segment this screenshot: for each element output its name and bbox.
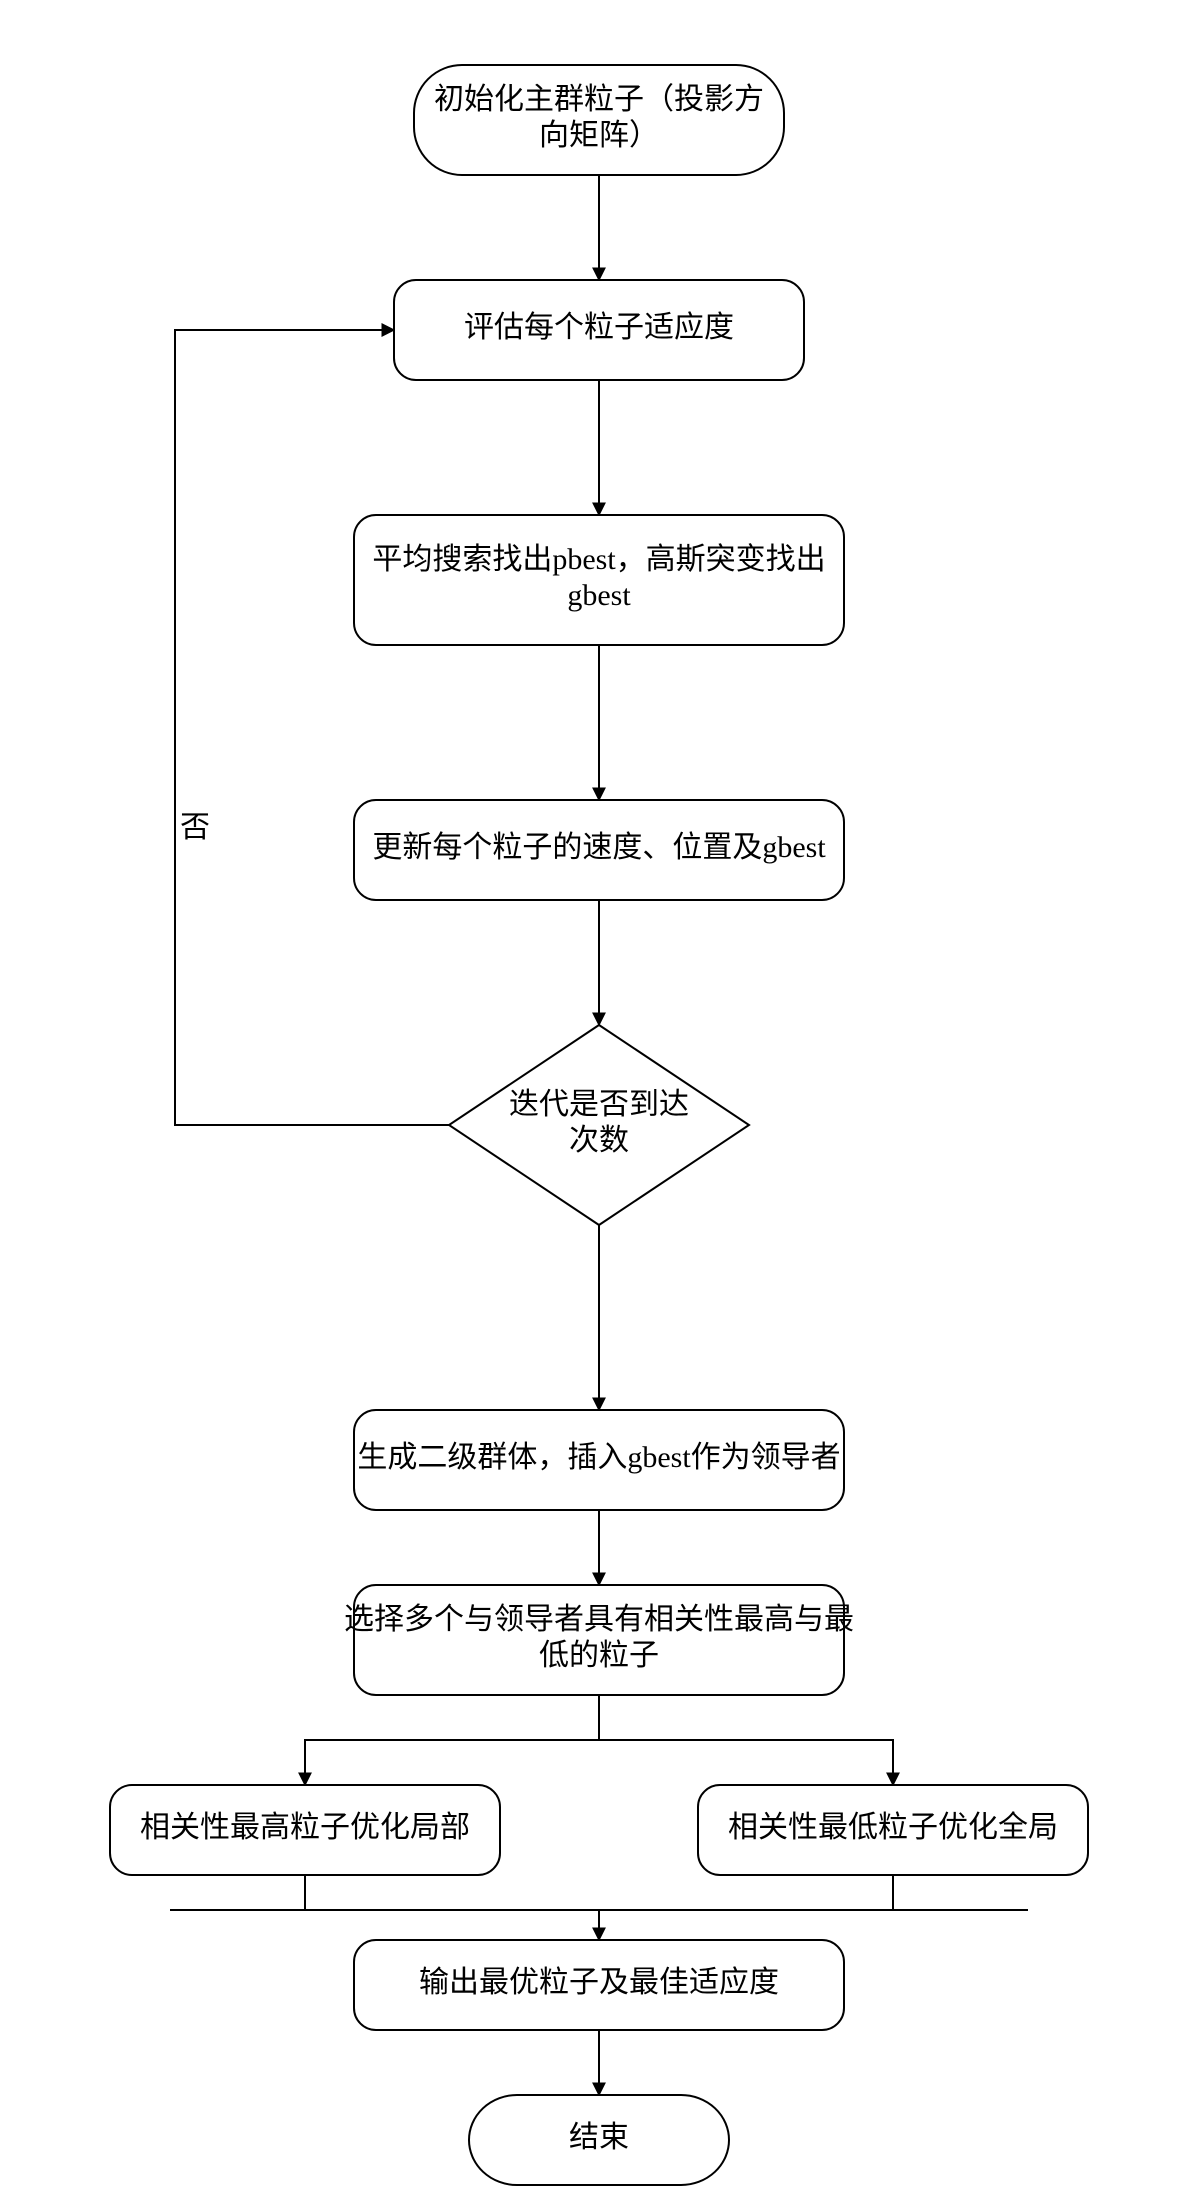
node-output-text-0: 输出最优粒子及最佳适应度 <box>419 1966 779 1999</box>
node-select-text-1: 低的粒子 <box>539 1639 659 1672</box>
node-right-text-0: 相关性最低粒子优化全局 <box>728 1811 1058 1844</box>
node-eval-text-0: 评估每个粒子适应度 <box>464 311 734 344</box>
node-select-text-0: 选择多个与领导者具有相关性最高与最 <box>344 1603 854 1636</box>
node-left-text-0: 相关性最高粒子优化局部 <box>140 1811 470 1844</box>
node-end: 结束 <box>469 2095 729 2185</box>
node-decision-text-1: 次数 <box>569 1124 629 1157</box>
edge-9-label: 否 <box>180 811 210 844</box>
node-end-text-0: 结束 <box>569 2121 629 2154</box>
node-gen: 生成二级群体，插入gbest作为领导者 <box>354 1410 844 1510</box>
edge-6-right <box>599 1740 893 1785</box>
node-right: 相关性最低粒子优化全局 <box>698 1785 1088 1875</box>
node-decision: 迭代是否到达次数 <box>449 1025 749 1225</box>
node-start-text-1: 向矩阵） <box>539 119 659 152</box>
node-search-text-1: gbest <box>567 579 631 612</box>
node-start: 初始化主群粒子（投影方向矩阵） <box>414 65 784 175</box>
node-gen-text-0: 生成二级群体，插入gbest作为领导者 <box>357 1441 840 1474</box>
node-decision-text-0: 迭代是否到达 <box>509 1088 689 1121</box>
node-search-text-0: 平均搜索找出pbest，高斯突变找出 <box>372 543 825 576</box>
edge-9 <box>175 330 449 1125</box>
node-update-text-0: 更新每个粒子的速度、位置及gbest <box>372 831 826 864</box>
node-output: 输出最优粒子及最佳适应度 <box>354 1940 844 2030</box>
node-left: 相关性最高粒子优化局部 <box>110 1785 500 1875</box>
node-select: 选择多个与领导者具有相关性最高与最低的粒子 <box>344 1585 854 1695</box>
node-start-text-0: 初始化主群粒子（投影方 <box>434 83 764 116</box>
node-update: 更新每个粒子的速度、位置及gbest <box>354 800 844 900</box>
node-eval: 评估每个粒子适应度 <box>394 280 804 380</box>
node-search: 平均搜索找出pbest，高斯突变找出gbest <box>354 515 844 645</box>
edge-6-left <box>305 1740 599 1785</box>
